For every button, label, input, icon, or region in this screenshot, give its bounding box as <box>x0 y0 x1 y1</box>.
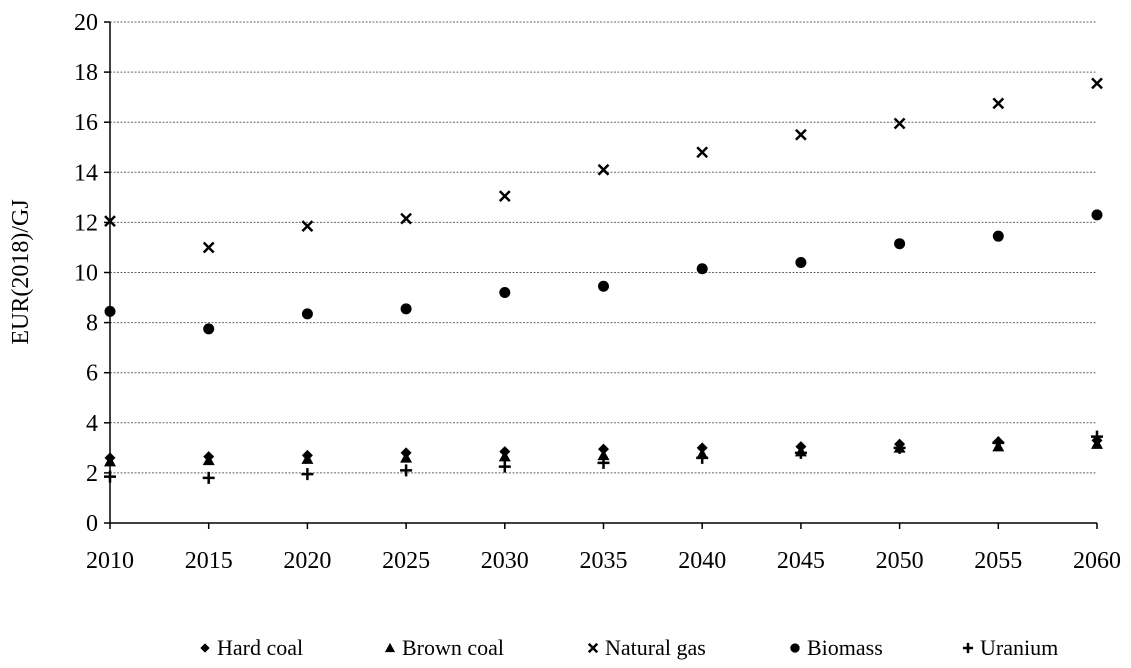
data-points <box>104 77 1103 484</box>
natural-gas-point <box>992 97 1005 110</box>
y-tick-label: 18 <box>74 60 98 86</box>
natural-gas-point <box>301 220 314 233</box>
x-tick-label: 2040 <box>678 548 726 574</box>
biomass-point <box>301 308 313 320</box>
biomass-point <box>499 287 511 299</box>
y-tick-label: 8 <box>86 311 98 337</box>
legend-marker-hard-coal <box>200 643 210 653</box>
biomass-point <box>400 303 412 315</box>
uranium-point <box>597 456 610 469</box>
uranium-point <box>696 451 709 464</box>
natural-gas-point <box>498 190 511 202</box>
legend-marker-uranium <box>962 642 974 654</box>
legend-label: Natural gas <box>605 635 706 660</box>
hard-coal-point <box>696 442 708 454</box>
natural-gas-point <box>597 163 610 176</box>
legend-marker-natural-gas <box>587 642 599 654</box>
legend-label: Brown coal <box>402 635 504 660</box>
x-tick-label: 2035 <box>580 548 628 574</box>
uranium-point <box>400 464 413 477</box>
y-tick-label: 6 <box>86 361 98 387</box>
y-tick-label: 14 <box>74 160 98 186</box>
biomass-point <box>598 280 609 292</box>
y-axis-title: EUR(2018)/GJ <box>8 199 34 344</box>
uranium-point <box>104 470 116 483</box>
biomass-point <box>696 263 708 275</box>
y-axis-ticks: 0 2 4 6 8 10 12 14 16 18 20 <box>74 10 110 537</box>
legend-marker-biomass <box>790 643 800 653</box>
y-tick-label: 4 <box>86 411 98 437</box>
brown-coal-point <box>498 450 511 462</box>
legend-item-brown-coal: Brown coal <box>384 635 504 660</box>
x-tick-label: 2015 <box>185 548 233 574</box>
x-tick-label: 2025 <box>382 548 430 574</box>
x-tick-label: 2060 <box>1073 548 1121 574</box>
uranium-point <box>301 468 314 481</box>
legend-label: Hard coal <box>217 635 303 660</box>
natural-gas-point <box>202 241 215 254</box>
brown-coal-point <box>104 455 116 467</box>
biomass-point <box>894 238 906 250</box>
hard-coal-point <box>598 443 609 455</box>
legend-marker-brown-coal <box>384 642 396 653</box>
brown-coal-point <box>202 454 215 466</box>
x-tick-label: 2020 <box>283 548 331 574</box>
x-tick-label: 2055 <box>974 548 1022 574</box>
x-axis-ticks: 2010 2015 2020 2025 2030 2035 2040 2045 2050 2055… <box>86 523 1121 574</box>
legend-item-biomass: Biomass <box>790 635 883 660</box>
brown-coal-point <box>400 451 413 463</box>
biomass-point <box>992 230 1004 242</box>
biomass-point <box>1091 209 1103 221</box>
legend-item-uranium: Uranium <box>962 635 1058 660</box>
gridlines <box>110 21 1097 474</box>
y-tick-label: 12 <box>74 210 98 236</box>
y-tick-label: 16 <box>74 110 98 136</box>
natural-gas-point <box>1091 77 1103 90</box>
biomass-point <box>104 305 116 317</box>
uranium-point <box>794 446 807 459</box>
legend-item-hard-coal: Hard coal <box>200 635 303 660</box>
natural-gas-point <box>696 146 709 159</box>
x-tick-label: 2030 <box>481 548 529 574</box>
legend-label: Biomass <box>807 635 883 660</box>
uranium-point <box>498 460 511 473</box>
natural-gas-point <box>400 212 412 225</box>
biomass-point <box>795 256 807 268</box>
x-tick-label: 2010 <box>86 548 134 574</box>
brown-coal-point <box>301 453 314 464</box>
biomass-point <box>203 323 215 335</box>
x-tick-label: 2050 <box>876 548 924 574</box>
natural-gas-point <box>104 215 116 228</box>
uranium-point <box>992 436 1005 449</box>
uranium-point <box>1091 430 1103 443</box>
brown-coal-point <box>1091 438 1103 449</box>
brown-coal-point <box>597 449 610 461</box>
uranium-point <box>202 471 215 484</box>
legend: Hard coal Brown coal Natural gas Biomass Ura… <box>200 635 1058 660</box>
y-tick-label: 2 <box>86 461 98 487</box>
y-tick-label: 0 <box>86 511 98 537</box>
natural-gas-point <box>795 128 807 141</box>
legend-item-natural-gas: Natural gas <box>587 635 706 660</box>
y-tick-label: 10 <box>74 261 98 287</box>
uranium-point <box>893 441 906 454</box>
natural-gas-point <box>893 117 906 130</box>
legend-label: Uranium <box>980 635 1058 660</box>
x-tick-label: 2045 <box>777 548 825 574</box>
y-tick-label: 20 <box>74 10 98 36</box>
